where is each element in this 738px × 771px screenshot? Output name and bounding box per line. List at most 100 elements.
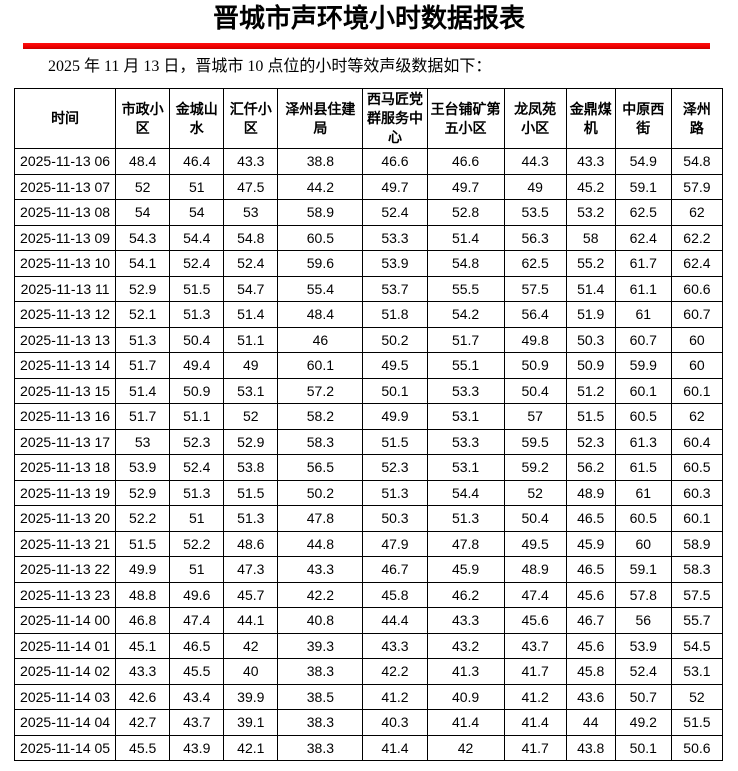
time-cell: 2025-11-13 22 (13, 556, 117, 583)
value-cell: 55.5 (426, 275, 505, 302)
value-cell: 50.7 (614, 683, 672, 710)
column-header: 中原西 街 (614, 88, 672, 149)
value-cell: 53.9 (362, 250, 428, 277)
value-cell: 53.3 (426, 428, 505, 455)
value-cell: 56.3 (503, 224, 567, 251)
value-cell: 52.9 (115, 479, 171, 506)
value-cell: 51.3 (169, 301, 225, 328)
value-cell: 51.3 (426, 505, 505, 532)
value-cell: 43.8 (565, 734, 616, 761)
value-cell: 52.2 (115, 505, 171, 532)
value-cell: 50.4 (169, 326, 225, 353)
value-cell: 46.8 (115, 607, 171, 634)
value-cell: 43.4 (169, 683, 225, 710)
value-cell: 52.4 (614, 658, 672, 685)
value-cell: 51.7 (426, 326, 505, 353)
value-cell: 60 (670, 326, 724, 353)
value-cell: 46.2 (426, 581, 505, 608)
value-cell: 51.4 (223, 301, 279, 328)
value-cell: 52.4 (169, 454, 225, 481)
value-cell: 50.9 (169, 377, 225, 404)
value-cell: 50.1 (362, 377, 428, 404)
value-cell: 38.3 (277, 658, 364, 685)
value-cell: 49.5 (503, 530, 567, 557)
value-cell: 43.6 (565, 683, 616, 710)
value-cell: 47.8 (426, 530, 505, 557)
value-cell: 60 (614, 530, 672, 557)
value-cell: 51.5 (670, 709, 724, 736)
value-cell: 60.5 (614, 505, 672, 532)
value-cell: 43.3 (362, 632, 428, 659)
value-cell: 40.9 (426, 683, 505, 710)
value-cell: 51.3 (115, 326, 171, 353)
value-cell: 49.5 (362, 352, 428, 379)
value-cell: 58.3 (277, 428, 364, 455)
value-cell: 47.9 (362, 530, 428, 557)
value-cell: 50.9 (503, 352, 567, 379)
value-cell: 48.6 (223, 530, 279, 557)
value-cell: 48.9 (503, 556, 567, 583)
value-cell: 39.3 (277, 632, 364, 659)
value-cell: 43.9 (169, 734, 225, 761)
time-cell: 2025-11-13 10 (13, 250, 117, 277)
value-cell: 42 (223, 632, 279, 659)
value-cell: 50.3 (362, 505, 428, 532)
value-cell: 53.1 (426, 454, 505, 481)
value-cell: 52.9 (115, 275, 171, 302)
value-cell: 53.3 (362, 224, 428, 251)
value-cell: 42.7 (115, 709, 171, 736)
value-cell: 42 (426, 734, 505, 761)
time-cell: 2025-11-13 23 (13, 581, 117, 608)
value-cell: 53.5 (503, 199, 567, 226)
value-cell: 54.8 (223, 224, 279, 251)
value-cell: 43.7 (169, 709, 225, 736)
value-cell: 51.4 (115, 377, 171, 404)
value-cell: 62.5 (614, 199, 672, 226)
table-row: 2025-11-13 22 49.9 51 47.3 43.3 46.7 45.9 48.9 4… (13, 556, 724, 583)
table-row: 2025-11-13 23 48.8 49.6 45.7 42.2 45.8 46.2 47.… (13, 581, 724, 608)
value-cell: 54.5 (670, 632, 724, 659)
time-cell: 2025-11-13 19 (13, 479, 117, 506)
value-cell: 50.2 (362, 326, 428, 353)
value-cell: 52.1 (115, 301, 171, 328)
value-cell: 52.3 (362, 454, 428, 481)
value-cell: 52.4 (223, 250, 279, 277)
value-cell: 41.7 (503, 658, 567, 685)
value-cell: 60 (670, 352, 724, 379)
value-cell: 53 (223, 199, 279, 226)
value-cell: 62.5 (503, 250, 567, 277)
value-cell: 59.1 (614, 173, 672, 200)
value-cell: 49.7 (426, 173, 505, 200)
table-row: 2025-11-13 18 53.9 52.4 53.8 56.5 52.3 53.1 59.… (13, 454, 724, 481)
value-cell: 57.5 (503, 275, 567, 302)
value-cell: 49.9 (362, 403, 428, 430)
value-cell: 51 (169, 505, 225, 532)
value-cell: 52.9 (223, 428, 279, 455)
value-cell: 62 (670, 199, 724, 226)
value-cell: 59.9 (614, 352, 672, 379)
value-cell: 54 (115, 199, 171, 226)
value-cell: 44.1 (223, 607, 279, 634)
time-cell: 2025-11-14 00 (13, 607, 117, 634)
value-cell: 52 (670, 683, 724, 710)
table-row: 2025-11-13 20 52.2 51 51.3 47.8 50.3 51.3 50.4 4… (13, 505, 724, 532)
value-cell: 54.1 (115, 250, 171, 277)
table-row: 2025-11-14 02 43.3 45.5 40 38.3 42.2 41.3 41.7 4… (13, 658, 724, 685)
value-cell: 44.2 (277, 173, 364, 200)
value-cell: 54.8 (426, 250, 505, 277)
time-cell: 2025-11-13 06 (13, 148, 117, 175)
value-cell: 57.2 (277, 377, 364, 404)
time-cell: 2025-11-13 17 (13, 428, 117, 455)
value-cell: 38.8 (277, 148, 364, 175)
value-cell: 49.4 (169, 352, 225, 379)
value-cell: 56.4 (503, 301, 567, 328)
value-cell: 50.9 (565, 352, 616, 379)
time-cell: 2025-11-13 20 (13, 505, 117, 532)
table-body: 2025-11-13 06 48.4 46.4 43.3 38.8 46.6 46.6 44.… (13, 148, 724, 761)
value-cell: 62.4 (614, 224, 672, 251)
value-cell: 60.7 (670, 301, 724, 328)
value-cell: 45.8 (362, 581, 428, 608)
value-cell: 38.3 (277, 709, 364, 736)
value-cell: 57.5 (670, 581, 724, 608)
time-cell: 2025-11-13 11 (13, 275, 117, 302)
